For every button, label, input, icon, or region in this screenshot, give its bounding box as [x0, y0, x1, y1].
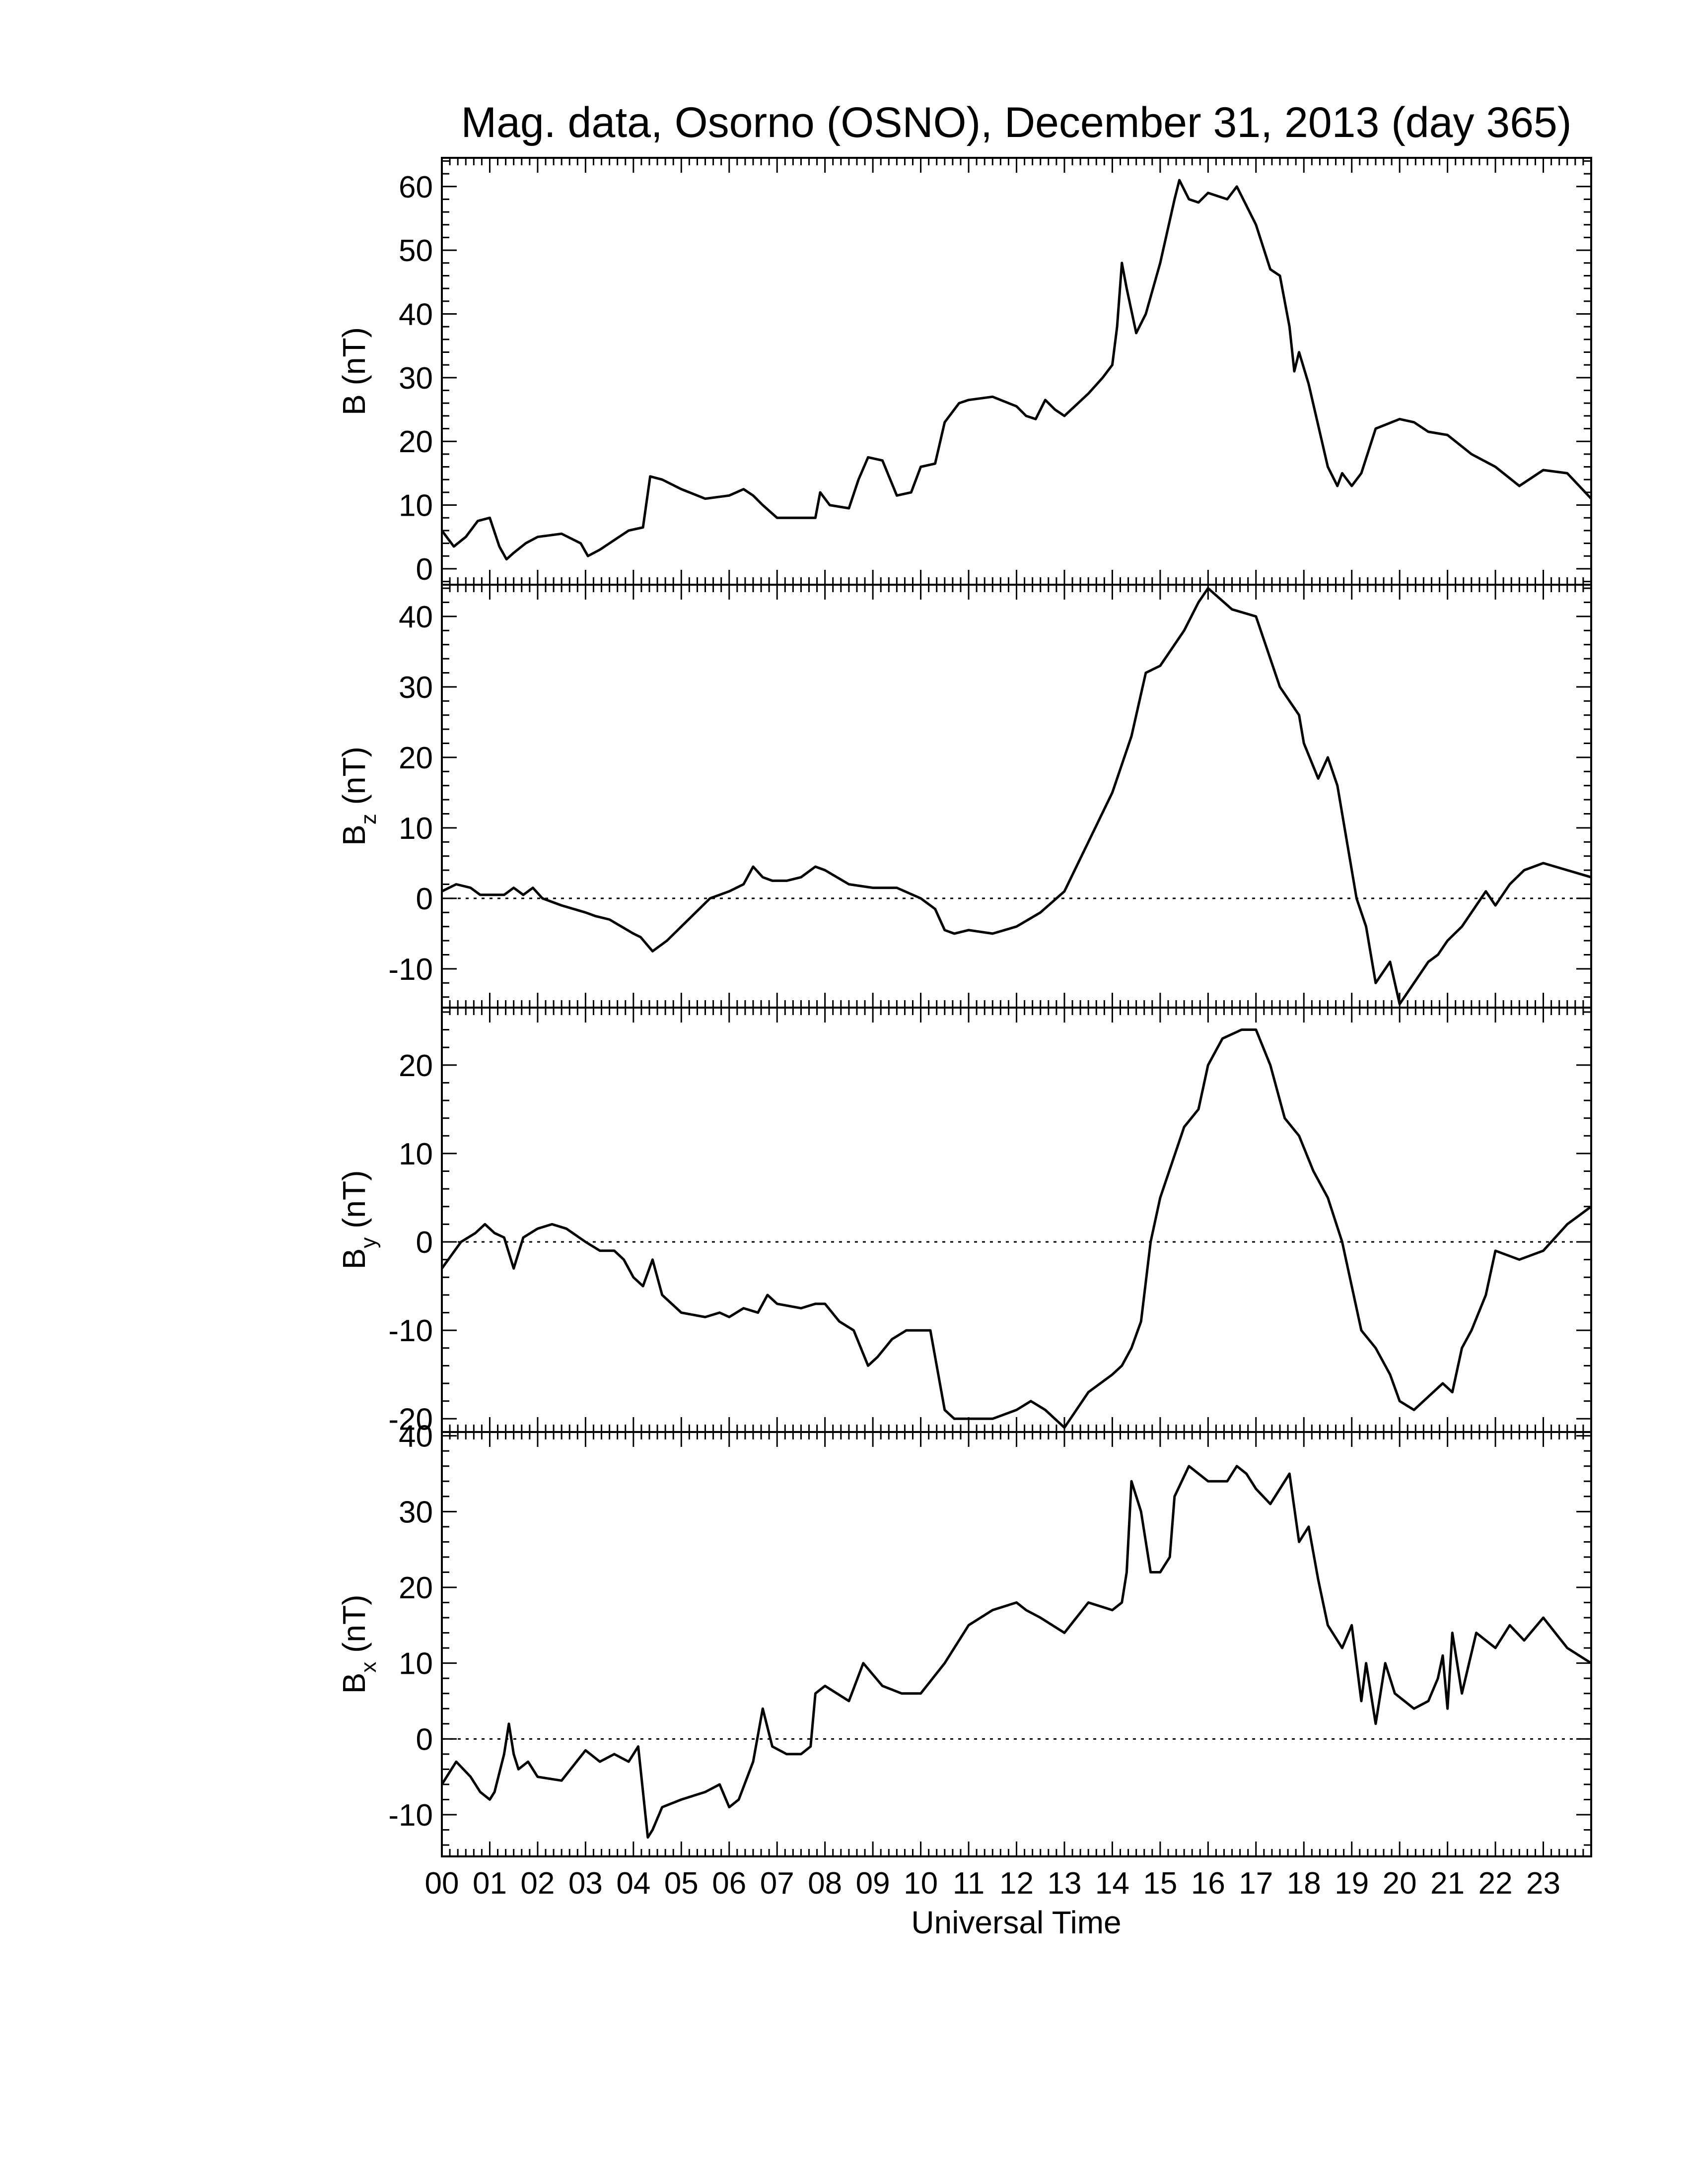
x-tick-label: 23	[1526, 1866, 1560, 1901]
x-tick-label: 09	[856, 1866, 890, 1901]
x-tick-label: 06	[712, 1866, 746, 1901]
series-line-panel-4	[440, 1465, 1592, 1839]
x-tick-label: 01	[473, 1866, 507, 1901]
y-tick-label: 50	[399, 234, 433, 268]
y-tick-label: 0	[416, 1722, 433, 1757]
x-tick-label: 11	[953, 1866, 985, 1901]
panel-frame	[441, 1431, 1592, 1857]
x-tick-label: 04	[616, 1866, 650, 1901]
y-tick-label: 0	[416, 882, 433, 916]
y-tick-label: -20	[388, 1402, 433, 1436]
x-tick-label: 02	[520, 1866, 555, 1901]
series-line-panel-3	[440, 1028, 1592, 1429]
y-tick-label: -10	[388, 1798, 433, 1833]
x-tick-label: 10	[904, 1866, 938, 1901]
y-tick-label: 10	[399, 1137, 433, 1171]
series-line-panel-2	[441, 587, 1592, 1006]
x-tick-label: 18	[1287, 1866, 1321, 1901]
panel-3: -20 -10 0 10 20 By (nT)	[336, 1007, 1592, 1436]
x-tick-label: 22	[1478, 1866, 1513, 1901]
y-tick-label: 40	[399, 600, 433, 634]
y-axis-label: Bz (nT)	[336, 747, 381, 846]
x-tick-label: 21	[1430, 1866, 1465, 1901]
y-tick-label: 10	[399, 1647, 433, 1681]
x-tick-label: 08	[808, 1866, 842, 1901]
x-tick-label: 14	[1095, 1866, 1129, 1901]
panel-frame	[441, 157, 1592, 586]
y-tick-label: -10	[388, 1314, 433, 1348]
series-line-panel-1	[441, 179, 1592, 561]
y-axis-label: Bx (nT)	[336, 1595, 381, 1694]
y-axis-label: By (nT)	[336, 1170, 381, 1270]
y-tick-label: 20	[399, 1049, 433, 1083]
x-tick-label: 15	[1143, 1866, 1177, 1901]
x-tick-labels: 00 01 02 03 04 05 06 07 08 09 10 11 12 13 14 15 16 17 18 19…	[425, 1866, 1561, 1901]
panel-frame	[441, 1007, 1592, 1433]
panel-2: -10 0 10 20 30 40 Bz (nT)	[336, 584, 1592, 1009]
x-tick-label: 16	[1191, 1866, 1225, 1901]
y-tick-label: 30	[399, 1495, 433, 1529]
x-tick-label: 19	[1335, 1866, 1369, 1901]
chart-title: Mag. data, Osorno (OSNO), December 31, 2…	[461, 99, 1571, 146]
x-tick-label: 17	[1239, 1866, 1273, 1901]
x-tick-label: 00	[425, 1866, 459, 1901]
y-tick-label: 10	[399, 489, 433, 523]
y-tick-label: 20	[399, 425, 433, 459]
y-tick-label: 0	[416, 552, 433, 587]
x-tick-label: 13	[1047, 1866, 1081, 1901]
y-tick-label: 30	[399, 671, 433, 705]
y-tick-label: 20	[399, 1571, 433, 1605]
panels: 0 10 20 30 40 50 60 B (nT) -10 0 10 20 30 40 Bz (nT) -2…	[336, 157, 1592, 1857]
x-tick-label: 12	[999, 1866, 1034, 1901]
y-tick-label: 60	[399, 170, 433, 205]
y-tick-label: 30	[399, 361, 433, 396]
y-tick-label: 10	[399, 812, 433, 846]
x-axis-label: Universal Time	[911, 1905, 1121, 1940]
y-tick-label: -10	[388, 953, 433, 987]
x-tick-label: 07	[760, 1866, 794, 1901]
y-tick-label: 20	[399, 741, 433, 775]
panel-4: -10 0 10 20 30 40 Bx (nT)	[336, 1420, 1592, 1857]
y-tick-label: 0	[416, 1226, 433, 1260]
panel-1: 0 10 20 30 40 50 60 B (nT)	[336, 157, 1592, 587]
y-axis-label: B (nT)	[336, 327, 372, 415]
panel-frame	[441, 584, 1592, 1009]
y-tick-label: 40	[399, 1420, 433, 1454]
x-tick-label: 03	[568, 1866, 603, 1901]
x-tick-label: 20	[1383, 1866, 1417, 1901]
y-tick-label: 40	[399, 297, 433, 332]
x-tick-label: 05	[664, 1866, 699, 1901]
